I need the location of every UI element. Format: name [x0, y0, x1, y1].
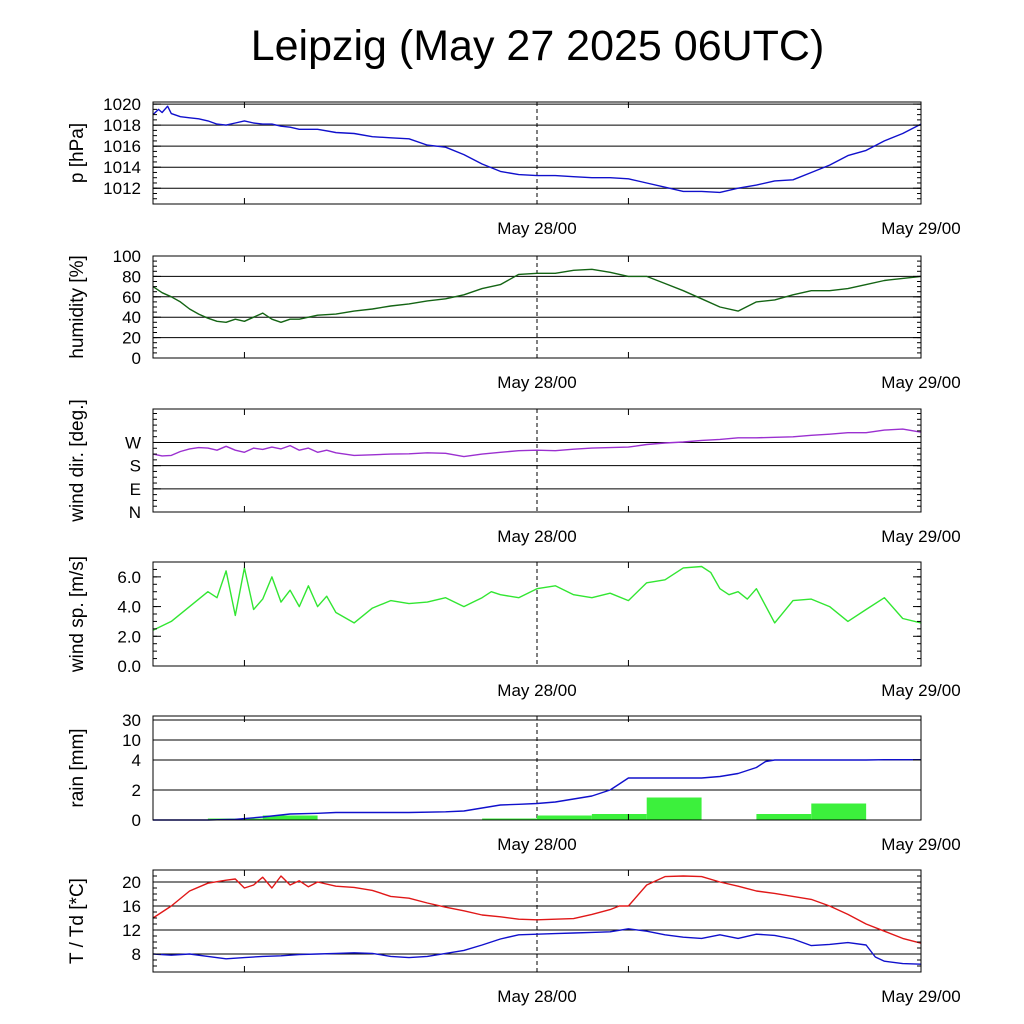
pressure-series-line-0 [152, 105, 922, 194]
y-axis-label: humidity [%] [67, 255, 88, 358]
temperature-series-line-0 [152, 875, 922, 944]
panel-frame [152, 715, 922, 821]
x-tick-label: May 29/00 [881, 681, 960, 700]
y-axis-label: rain [mm] [67, 728, 88, 807]
rain-bar [811, 803, 867, 820]
y-tick-label: 30 [122, 711, 141, 730]
y-tick-label: 1018 [103, 116, 141, 135]
y-tick-label: N [129, 503, 141, 522]
x-tick-label: May 28/00 [497, 219, 576, 238]
y-axis-label: wind sp. [m/s] [67, 556, 88, 673]
rain-bar [262, 815, 318, 820]
panel-wind_speed: 0.0 2.0 4.0 6.0 May 28/00 May 29/00 wind sp. [… [67, 556, 961, 700]
panel-frame [152, 869, 922, 973]
y-tick-label: 60 [122, 288, 141, 307]
panel-frame [152, 101, 922, 205]
rain-bar [482, 818, 537, 820]
y-axis-label: wind dir. [deg.] [67, 399, 88, 523]
y-tick-label: 1014 [103, 158, 141, 177]
y-tick-label: 0.0 [117, 657, 141, 676]
x-tick-label: May 29/00 [881, 373, 960, 392]
y-tick-label: 4 [132, 751, 141, 770]
y-axis-label: T / Td [*C] [67, 878, 88, 964]
y-tick-label: 12 [122, 921, 141, 940]
temperature-series-line-1 [152, 928, 922, 965]
y-tick-label: 1012 [103, 179, 141, 198]
x-tick-label: May 28/00 [497, 681, 576, 700]
y-tick-label: 4.0 [117, 598, 141, 617]
rain-bar [591, 814, 647, 820]
y-tick-label: 20 [122, 873, 141, 892]
x-tick-label: May 29/00 [881, 987, 960, 1006]
x-tick-label: May 28/00 [497, 987, 576, 1006]
wind_speed-series-line-0 [152, 565, 922, 631]
y-tick-label: 2.0 [117, 627, 141, 646]
rain-series-line-0 [153, 759, 921, 821]
y-tick-label: 10 [122, 731, 141, 750]
y-tick-label: E [130, 480, 141, 499]
y-tick-label: W [125, 433, 141, 452]
panel-frame [152, 408, 922, 513]
y-tick-label: 1016 [103, 137, 141, 156]
y-tick-label: 6.0 [117, 568, 141, 587]
y-tick-label: 40 [122, 308, 141, 327]
y-tick-label: 1020 [103, 95, 141, 114]
x-tick-label: May 29/00 [881, 835, 960, 854]
x-tick-label: May 28/00 [497, 835, 576, 854]
x-tick-label: May 29/00 [881, 527, 960, 546]
y-tick-label: 2 [132, 781, 141, 800]
rain-bar [756, 814, 812, 820]
y-tick-label: 0 [132, 349, 141, 368]
x-tick-label: May 28/00 [497, 527, 576, 546]
y-tick-label: 8 [132, 945, 141, 964]
wind_dir-series-line-0 [152, 428, 922, 458]
y-tick-label: 80 [122, 267, 141, 286]
rain-bar [537, 815, 592, 820]
y-axis-label: p [hPa] [67, 123, 88, 183]
y-tick-label: S [130, 457, 141, 476]
y-tick-label: 0 [132, 811, 141, 830]
x-tick-label: May 29/00 [881, 219, 960, 238]
y-tick-label: 16 [122, 897, 141, 916]
y-tick-label: 20 [122, 329, 141, 348]
panel-temperature: 8 12 16 20 May 28/00 May 29/00 T / Td [*C] [67, 869, 961, 1006]
rain-bar [646, 797, 702, 820]
x-tick-label: May 28/00 [497, 373, 576, 392]
chart-title: Leipzig (May 27 2025 06UTC) [250, 22, 825, 70]
y-tick-label: 100 [113, 247, 141, 266]
humidity-series-line-0 [152, 268, 922, 323]
panel-pressure: 1012 1014 1016 1018 1020 May 28/00 May 29/00 p … [67, 95, 961, 238]
